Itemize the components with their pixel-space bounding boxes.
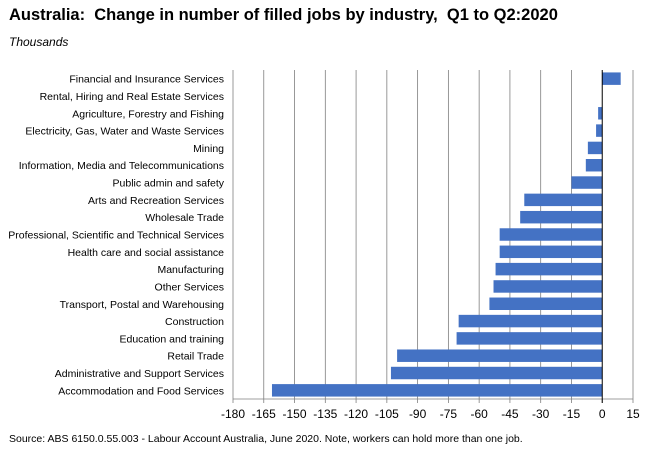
x-tick-label: -165 — [252, 407, 276, 421]
category-label: Rental, Hiring and Real Estate Services — [40, 91, 224, 103]
category-label: Accommodation and Food Services — [58, 385, 224, 397]
category-label: Professional, Scientific and Technical S… — [8, 230, 224, 242]
x-tick-label: -90 — [409, 407, 427, 421]
bar — [271, 384, 603, 397]
category-label: Wholesale Trade — [145, 212, 224, 224]
bar — [585, 159, 603, 172]
category-label: Electricity, Gas, Water and Waste Servic… — [25, 126, 224, 138]
bar — [397, 349, 603, 362]
bar — [493, 280, 603, 293]
bar — [499, 228, 603, 241]
bar — [495, 262, 603, 276]
category-label: Agriculture, Forestry and Fishing — [72, 108, 224, 120]
category-label: Manufacturing — [157, 264, 224, 276]
x-tick-label: -180 — [221, 407, 245, 421]
category-label: Health care and social assistance — [68, 247, 225, 259]
category-label: Financial and Insurance Services — [69, 74, 224, 86]
bar — [571, 176, 603, 189]
x-tick-label: -45 — [501, 407, 519, 421]
x-tick-label: -75 — [440, 407, 458, 421]
bar — [602, 72, 621, 85]
bar — [390, 366, 603, 380]
bar — [524, 193, 603, 207]
category-label: Public admin and safety — [113, 178, 225, 190]
x-tick-label: -30 — [532, 407, 550, 421]
chart-source-note: Source: ABS 6150.0.55.003 - Labour Accou… — [9, 433, 523, 445]
category-label: Information, Media and Telecommunication… — [19, 160, 224, 172]
category-label: Retail Trade — [167, 351, 224, 363]
x-tick-label: -15 — [563, 407, 581, 421]
bar — [456, 332, 603, 345]
bar — [520, 210, 603, 224]
x-tick-label: 15 — [626, 407, 640, 421]
x-tick-label: -120 — [344, 407, 368, 421]
bar — [596, 124, 603, 137]
category-label: Other Services — [155, 281, 224, 293]
x-tick-label: -150 — [283, 407, 307, 421]
category-label: Construction — [165, 316, 224, 328]
x-tick-label: -135 — [313, 407, 337, 421]
bar — [598, 107, 603, 120]
bar — [458, 314, 603, 328]
category-label: Mining — [193, 143, 224, 155]
category-label: Education and training — [120, 333, 225, 345]
chart-subtitle: Thousands — [9, 35, 69, 49]
bar — [587, 141, 603, 155]
x-tick-label: -105 — [375, 407, 399, 421]
category-label: Transport, Postal and Warehousing — [60, 299, 225, 311]
category-label: Arts and Recreation Services — [88, 195, 224, 207]
x-tick-label: -60 — [470, 407, 488, 421]
chart-title: Australia: Change in number of filled jo… — [9, 6, 558, 24]
category-label: Administrative and Support Services — [55, 368, 224, 380]
bar — [489, 297, 603, 310]
bar — [499, 245, 603, 259]
x-tick-label: 0 — [599, 407, 606, 421]
